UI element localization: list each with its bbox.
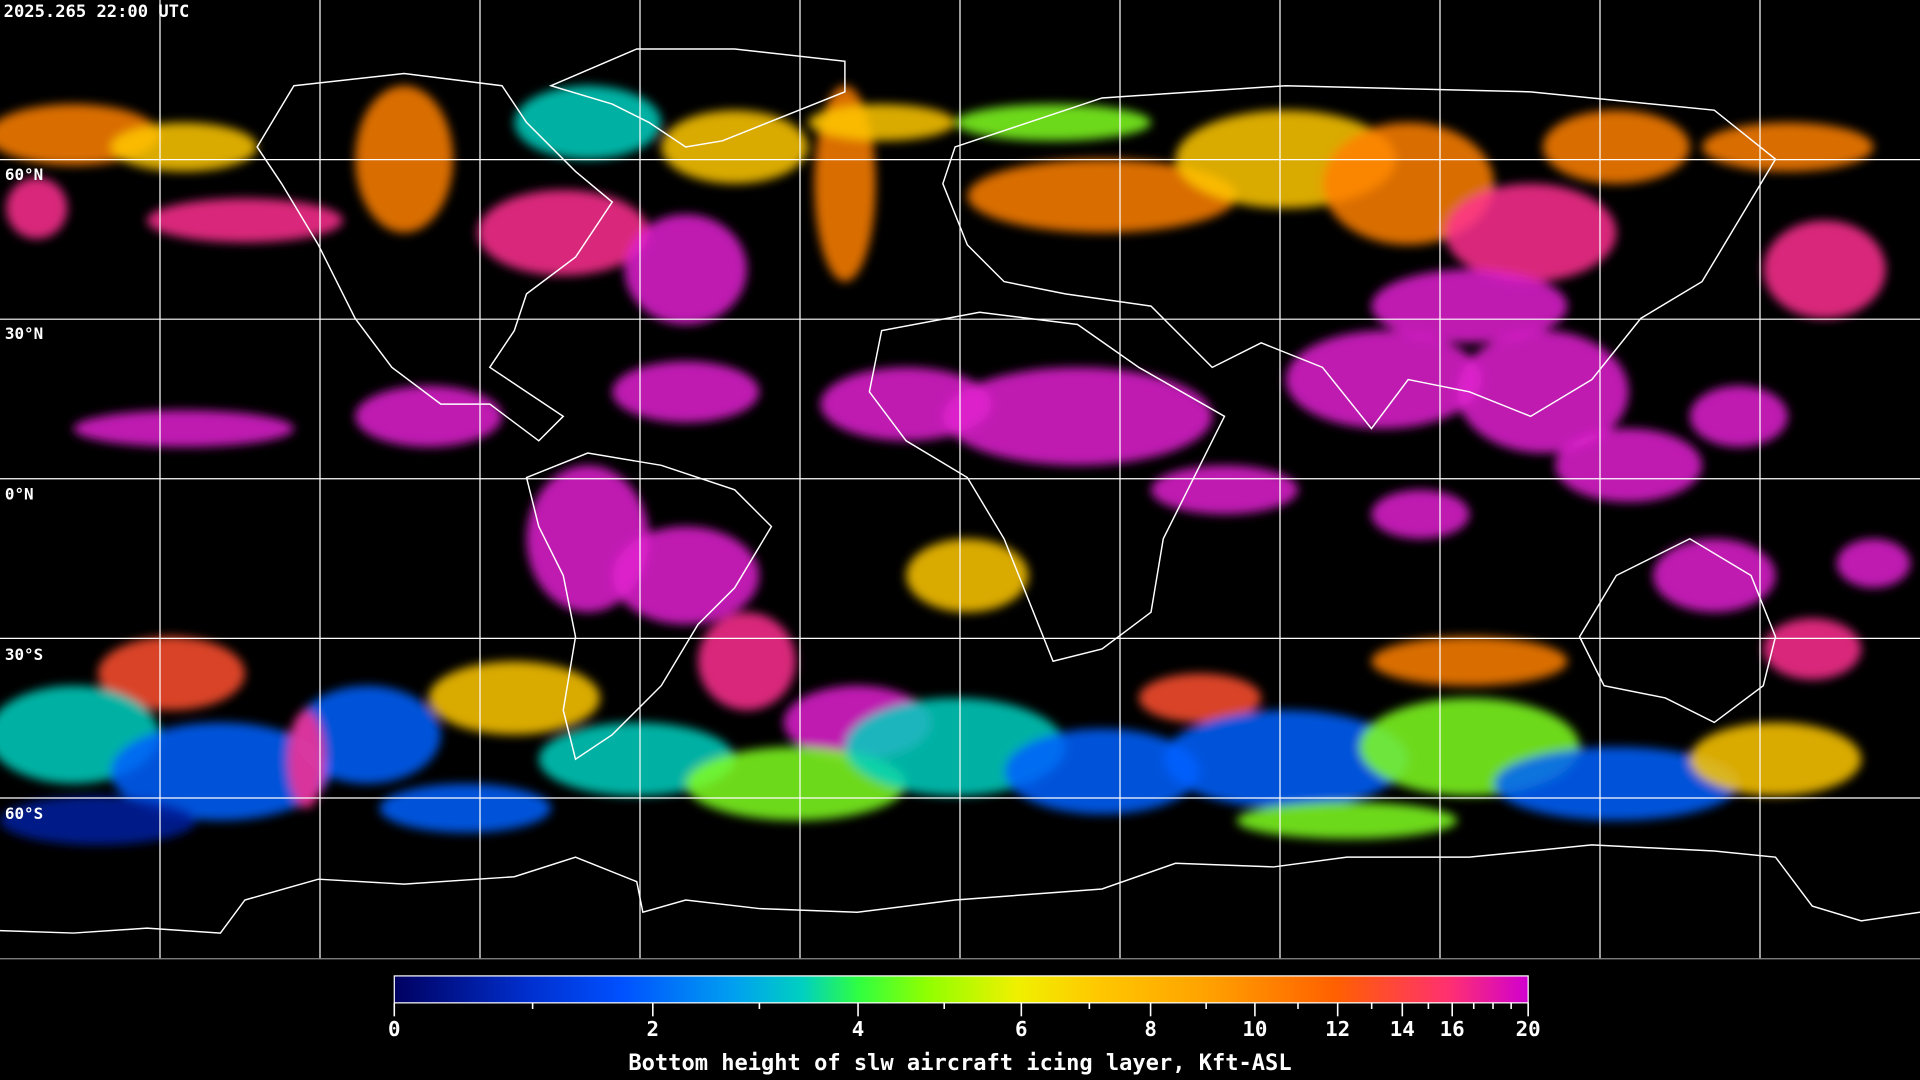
colorbar-title: Bottom height of slw aircraft icing laye… xyxy=(628,1051,1291,1076)
cloud-region xyxy=(379,783,552,833)
africa-coast xyxy=(868,311,1226,663)
cloud-region xyxy=(0,795,196,845)
colorbar-tick-label: 10 xyxy=(1242,1017,1267,1041)
cloud-region xyxy=(1371,636,1568,686)
north-america-coast xyxy=(256,72,614,442)
cloud-region xyxy=(1151,465,1298,515)
cloud-region xyxy=(1285,330,1482,429)
cloud-region xyxy=(355,385,503,447)
cloud-region xyxy=(697,612,796,711)
colorbar-tick-label: 2 xyxy=(647,1017,660,1041)
cloud-region xyxy=(97,636,245,711)
antarctica-coast xyxy=(0,844,1920,934)
cloud-region xyxy=(110,122,258,172)
cloud-region xyxy=(1763,618,1862,680)
colorbar-tick-label: 0 xyxy=(388,1017,401,1041)
cloud-region xyxy=(1493,746,1739,821)
cloud-region xyxy=(967,159,1237,233)
cloud-region xyxy=(1163,710,1409,809)
colorbar-tick-label: 14 xyxy=(1390,1017,1415,1041)
cloud-region xyxy=(612,361,760,423)
lat-label-60n: 60°N xyxy=(5,165,43,184)
lat-label-60s: 60°S xyxy=(5,804,43,823)
colorbar-tick-label: 16 xyxy=(1440,1017,1465,1041)
colorbar-ticks xyxy=(393,1002,1529,1017)
cloud-region xyxy=(1138,673,1262,723)
cloud-region xyxy=(1689,722,1862,796)
cloud-region xyxy=(1371,269,1568,343)
cloud-region xyxy=(1702,122,1874,172)
cloud-region xyxy=(624,214,747,325)
lat-label-0n: 0°N xyxy=(5,485,34,504)
cloud-region xyxy=(293,685,441,784)
colorbar-gradient xyxy=(393,975,1529,1004)
colorbar-tick-label: 6 xyxy=(1015,1017,1028,1041)
colorbar-tick-label: 8 xyxy=(1144,1017,1157,1041)
colorbar-tick-label: 4 xyxy=(852,1017,865,1041)
australia-coast xyxy=(1578,537,1777,724)
south-america-coast xyxy=(525,452,773,761)
colorbar: 0 2 4 6 8 10 12 14 16 20 Bottom height of slw air… xyxy=(388,975,1541,1076)
lat-label-30s: 30°S xyxy=(5,645,43,664)
cloud-region xyxy=(1653,538,1776,613)
colorbar-tick-labels: 0 2 4 6 8 10 12 14 16 20 xyxy=(388,1017,1541,1041)
cloud-region xyxy=(1542,110,1690,184)
eurasia-coast xyxy=(942,84,1777,430)
cloud-region xyxy=(808,104,956,141)
cloud-region xyxy=(477,189,649,276)
lat-label-30n: 30°N xyxy=(5,324,43,343)
cloud-region xyxy=(1004,728,1200,815)
cloud-region xyxy=(1322,122,1494,245)
colorbar-tick-label: 12 xyxy=(1325,1017,1350,1041)
cloud-region xyxy=(1836,538,1911,588)
cloud-region xyxy=(1236,802,1458,839)
graticule xyxy=(0,0,1920,959)
cloud-region xyxy=(612,526,760,625)
cloud-region xyxy=(146,198,343,243)
cloud-region xyxy=(1555,428,1703,503)
cloud-region xyxy=(514,85,662,160)
cloud-region xyxy=(110,722,331,821)
cloud-region xyxy=(942,367,1213,466)
cloud-region xyxy=(6,177,68,239)
coastlines xyxy=(0,48,1920,934)
latitude-labels: 60°N 30°N 0°N 30°S 60°S xyxy=(5,165,43,823)
cloud-region xyxy=(955,104,1152,141)
cloud-region xyxy=(73,410,294,447)
cloud-region xyxy=(1763,220,1886,319)
cloud-region xyxy=(1689,385,1788,447)
cloud-region xyxy=(820,367,992,441)
colorbar-tick-label: 20 xyxy=(1516,1017,1541,1041)
cloud-region xyxy=(287,710,325,809)
cloud-region xyxy=(906,538,1029,613)
cloud-region xyxy=(661,110,809,184)
cloud-region xyxy=(1371,489,1470,539)
timestamp-label: 2025.265 22:00 UTC xyxy=(4,2,190,22)
cloud-region xyxy=(1444,183,1617,282)
greenland-coast xyxy=(548,48,846,148)
cloud-region xyxy=(1457,330,1629,454)
cloud-region xyxy=(685,746,907,821)
cloud-region xyxy=(538,722,735,796)
cloud-region xyxy=(428,661,600,735)
